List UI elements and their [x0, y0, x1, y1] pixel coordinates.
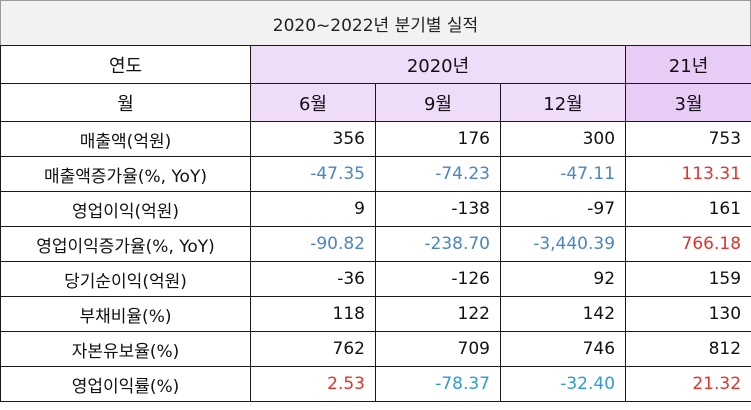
- value-cell: -138: [375, 191, 501, 227]
- value-cell: 766.18: [625, 226, 751, 262]
- value-cell: -78.37: [375, 366, 501, 402]
- row-label: 매출액(억원): [0, 121, 251, 157]
- value-cell: 161: [625, 191, 751, 227]
- month-cell: 9월: [375, 83, 501, 122]
- table-row: 당기순이익(억원) -36 -126 92 159: [0, 261, 751, 297]
- value-cell: 300: [499, 121, 627, 157]
- table-row: 매출액증가율(%, YoY) -47.35 -74.23 -47.11 113.…: [0, 156, 751, 192]
- value-cell: -97: [499, 191, 627, 227]
- value-cell: 122: [375, 296, 501, 332]
- value-cell: -3,440.39: [499, 226, 627, 262]
- value-cell: 176: [375, 121, 501, 157]
- value-cell: 142: [499, 296, 627, 332]
- value-cell: 746: [499, 331, 627, 367]
- row-label: 영업이익률(%): [0, 366, 251, 402]
- row-label: 영업이익(억원): [0, 191, 251, 227]
- row-label: 자본유보율(%): [0, 331, 251, 367]
- table-row: 영업이익증가율(%, YoY) -90.82 -238.70 -3,440.39…: [0, 226, 751, 262]
- row-label: 영업이익증가율(%, YoY): [0, 226, 251, 262]
- value-cell: 118: [250, 296, 376, 332]
- value-cell: 753: [625, 121, 751, 157]
- value-cell: 812: [625, 331, 751, 367]
- value-cell: 762: [250, 331, 376, 367]
- month-cell: 12월: [499, 83, 627, 122]
- row-label: 당기순이익(억원): [0, 261, 251, 297]
- value-cell: -47.35: [250, 156, 376, 192]
- month-cell: 3월: [625, 83, 751, 122]
- value-cell: 92: [499, 261, 627, 297]
- table-row: 부채비율(%) 118 122 142 130: [0, 296, 751, 332]
- value-cell: 21.32: [625, 366, 751, 402]
- value-cell: 709: [375, 331, 501, 367]
- value-cell: -47.11: [499, 156, 627, 192]
- row-label: 매출액증가율(%, YoY): [0, 156, 251, 192]
- row-label: 부채비율(%): [0, 296, 251, 332]
- year-label-cell: 연도: [0, 45, 251, 84]
- value-cell: 159: [625, 261, 751, 297]
- year-2020-cell: 2020년: [249, 45, 627, 84]
- value-cell: 113.31: [625, 156, 751, 192]
- value-cell: 9: [250, 191, 376, 227]
- month-header-row: 월 6월 9월 12월 3월: [0, 83, 751, 122]
- value-cell: 356: [250, 121, 376, 157]
- table-row: 매출액(억원) 356 176 300 753: [0, 121, 751, 157]
- value-cell: 2.53: [250, 366, 376, 402]
- value-cell: -90.82: [250, 226, 376, 262]
- value-cell: -32.40: [499, 366, 627, 402]
- value-cell: -238.70: [375, 226, 501, 262]
- month-label-cell: 월: [0, 83, 251, 122]
- table-title: 2020~2022년 분기별 실적: [0, 0, 751, 45]
- quarterly-performance-table: 연도 2020년 21년 월 6월 9월 12월 3월 매출액(억원) 356 …: [0, 45, 751, 402]
- year-21-cell: 21년: [625, 45, 751, 84]
- value-cell: -126: [375, 261, 501, 297]
- table-row: 영업이익률(%) 2.53 -78.37 -32.40 21.32: [0, 366, 751, 402]
- value-cell: 130: [625, 296, 751, 332]
- month-cell: 6월: [250, 83, 376, 122]
- table-row: 자본유보율(%) 762 709 746 812: [0, 331, 751, 367]
- value-cell: -74.23: [375, 156, 501, 192]
- year-header-row: 연도 2020년 21년: [0, 45, 751, 84]
- table-row: 영업이익(억원) 9 -138 -97 161: [0, 191, 751, 227]
- value-cell: -36: [250, 261, 376, 297]
